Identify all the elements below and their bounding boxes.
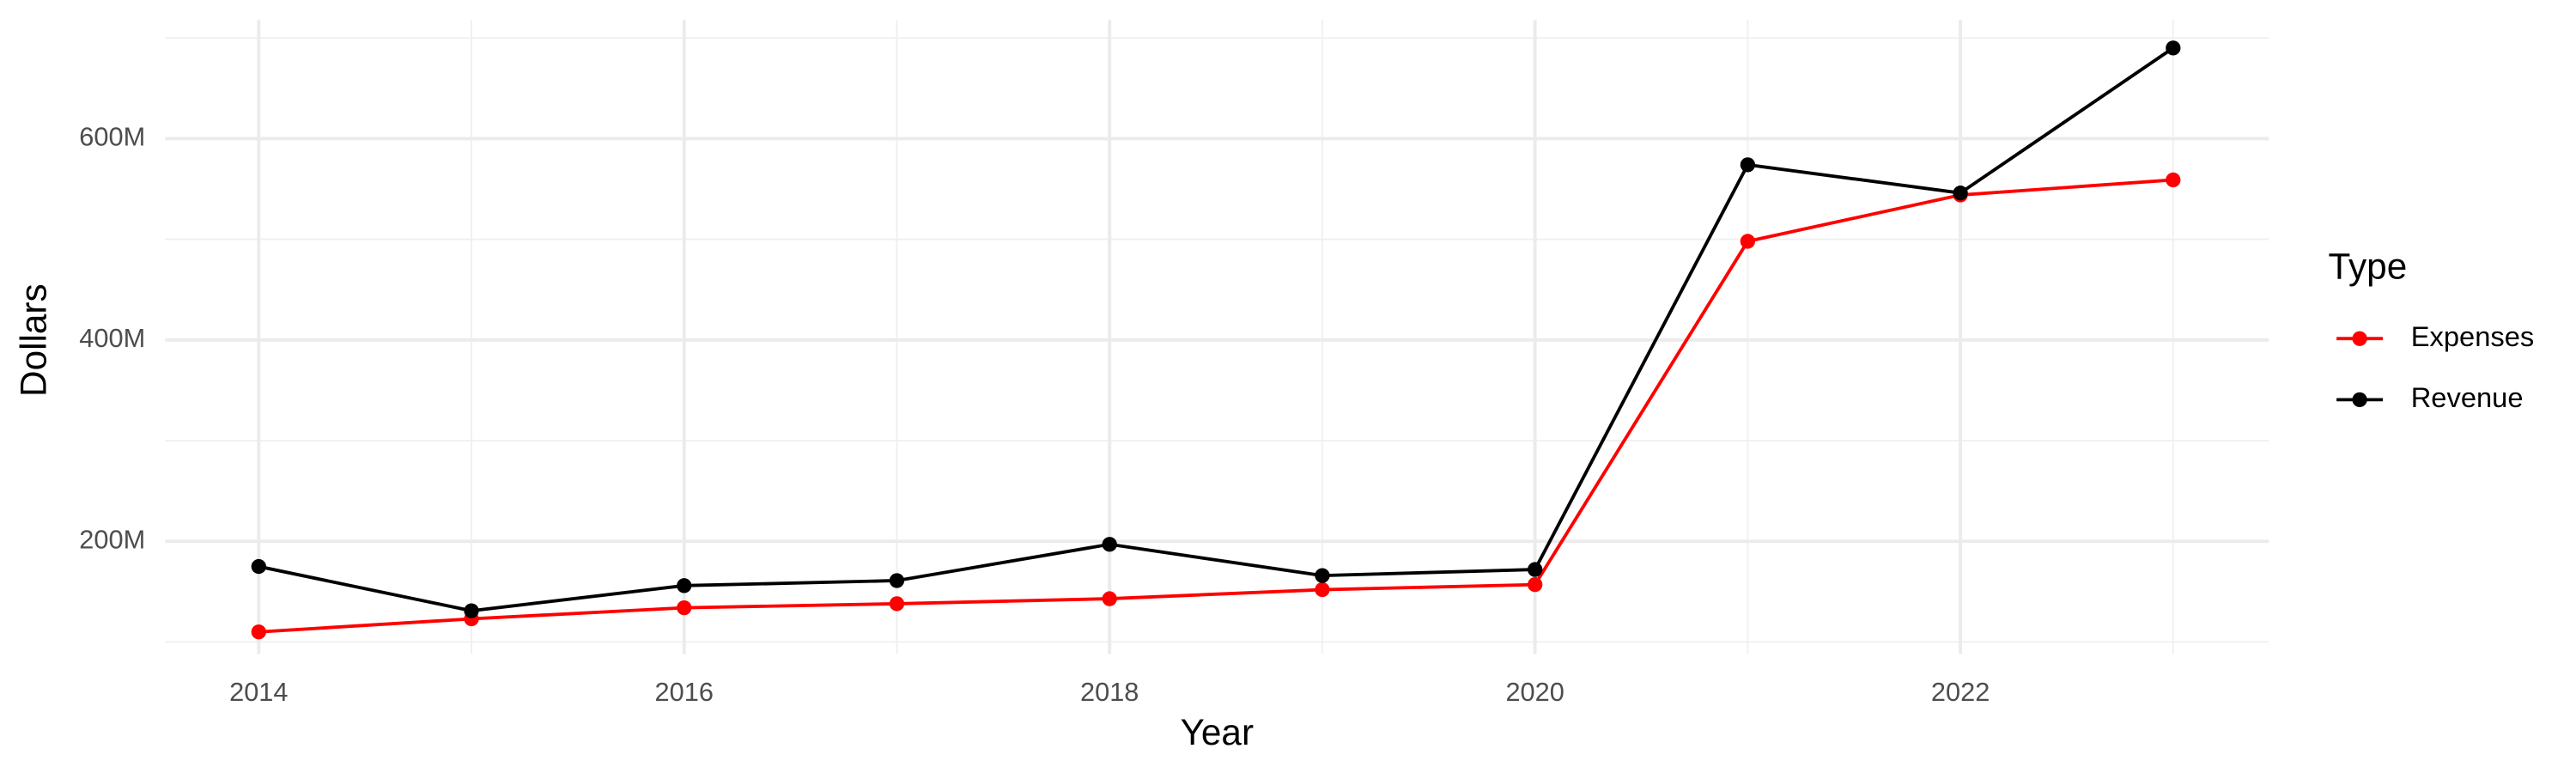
x-tick-label: 2014 (229, 677, 288, 707)
data-point (1740, 234, 1756, 249)
data-point (251, 558, 266, 575)
data-point (1740, 157, 1756, 173)
data-point (1315, 568, 1330, 583)
legend-key-point (2352, 331, 2367, 346)
legend: Expenses Revenue (2336, 320, 2534, 413)
legend-label: Expenses (2411, 320, 2535, 352)
legend-label: Revenue (2411, 381, 2524, 413)
plot-marks (251, 40, 2181, 640)
y-tick-label: 600M (79, 122, 145, 152)
data-point (464, 603, 479, 618)
x-tick-label: 2022 (1931, 677, 1990, 707)
x-tick-label: 2018 (1080, 677, 1139, 707)
y-tick-label: 400M (79, 323, 145, 353)
x-tick-label: 2016 (655, 677, 714, 707)
data-point (2166, 40, 2181, 56)
data-point (1315, 581, 1330, 598)
series-line (258, 46, 2174, 613)
data-point (1528, 562, 1543, 577)
grid: 200M 400M 600M 2014 2016 2018 2020 2022 (79, 20, 2269, 707)
data-point (677, 600, 692, 616)
x-axis-title: Year (1181, 712, 1254, 752)
data-point (1953, 186, 1968, 201)
y-tick-label: 200M (79, 524, 145, 554)
data-point (1102, 537, 1117, 552)
legend-key-point (2352, 392, 2367, 408)
data-point (889, 573, 905, 588)
data-point (1102, 591, 1117, 606)
data-point (889, 596, 905, 612)
x-tick-label: 2020 (1505, 677, 1564, 707)
data-point (1528, 577, 1543, 593)
legend-title: Type (2329, 247, 2408, 287)
series-line (258, 178, 2173, 634)
data-point (2166, 172, 2181, 188)
data-point (251, 624, 266, 640)
y-axis-title: Dollars (13, 283, 53, 397)
data-point (677, 578, 692, 593)
